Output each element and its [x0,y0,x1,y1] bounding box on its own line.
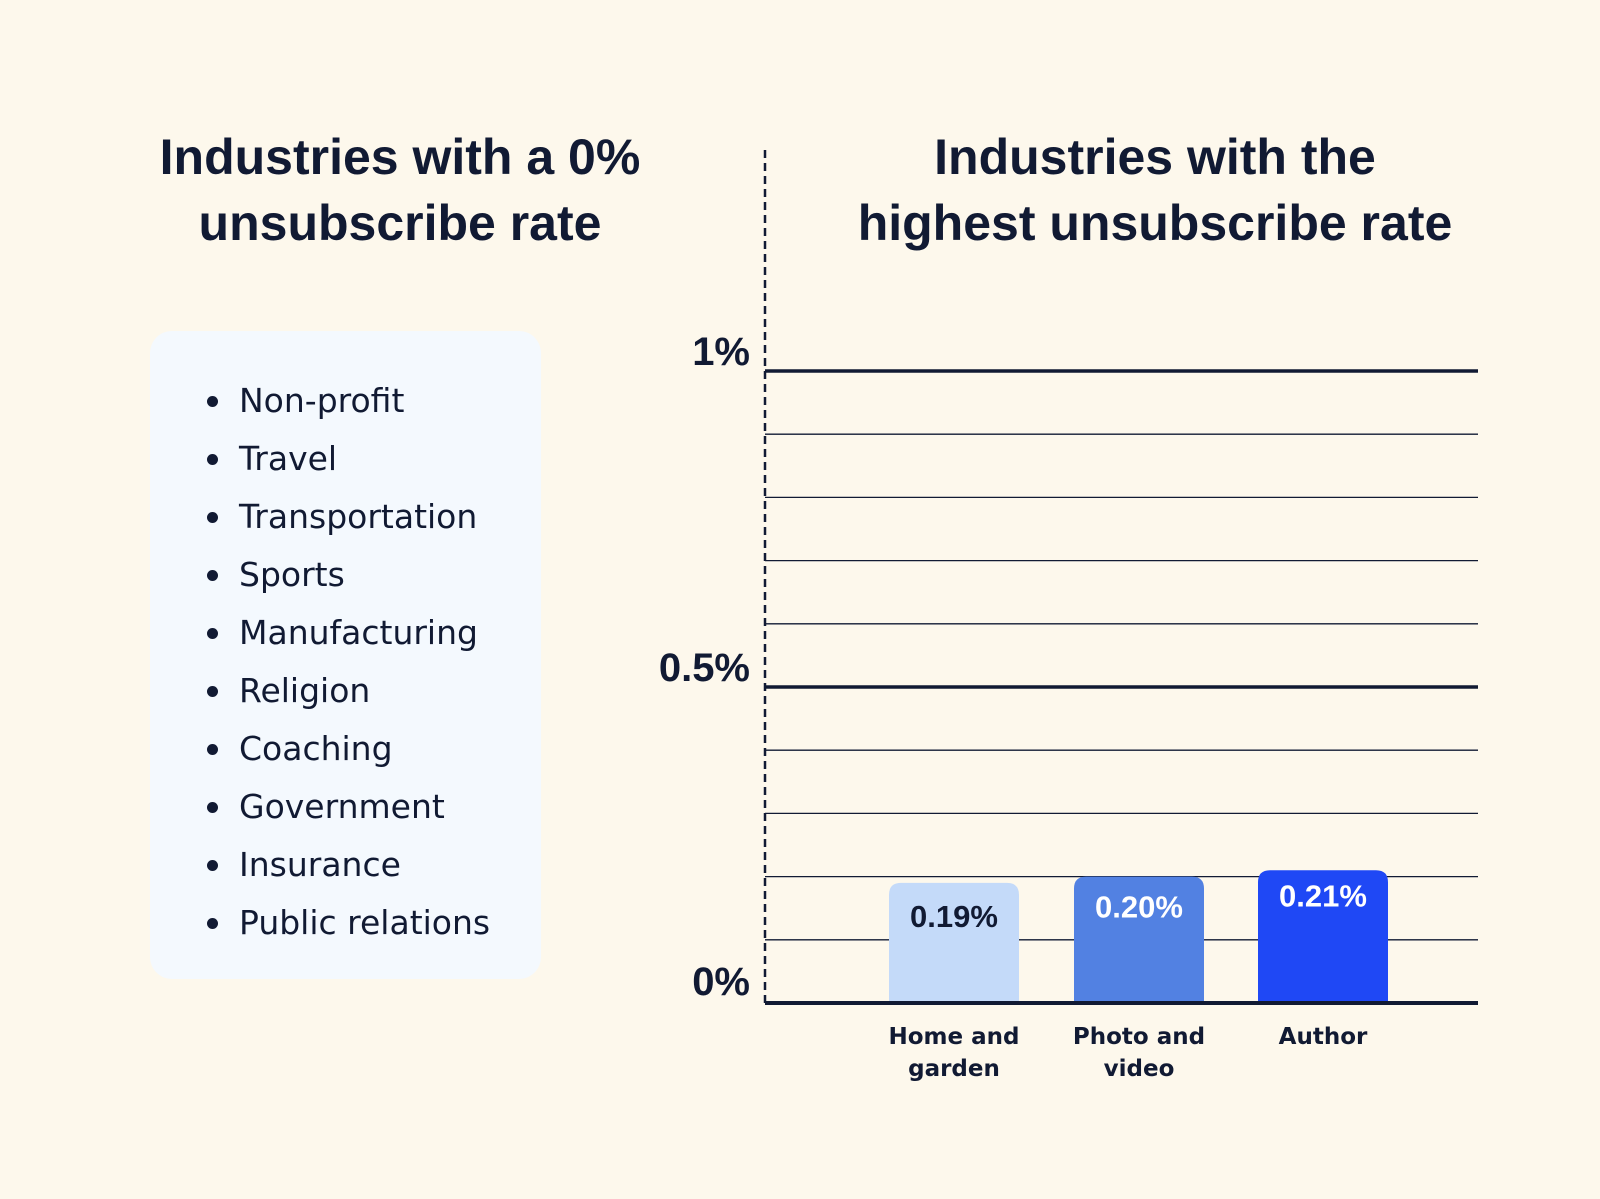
bar [1074,876,1204,1003]
bar [1258,870,1388,1003]
bullet-icon [207,918,218,929]
list-item-label: Manufacturing [239,613,478,652]
bar-data-label: 0.19% [910,899,998,934]
list-item-label: Travel [239,439,338,478]
y-tick-label: 0.5% [659,646,750,690]
list-item-label: Sports [239,555,345,594]
y-tick-label: 0% [692,960,750,1004]
list-item: Public relations [0,894,490,952]
list-item: Coaching [0,720,490,778]
bullet-icon [207,860,218,871]
chart-title-line: highest unsubscribe rate [857,195,1453,251]
list-item-label: Public relations [239,903,491,942]
x-tick-label: Author [1279,1024,1368,1050]
bullet-icon [207,744,218,755]
left-title-line: unsubscribe rate [198,195,602,251]
bullet-icon [207,454,218,465]
left-title: Industries with a 0% unsubscribe rate [90,124,710,256]
bullet-icon [207,396,218,407]
bullet-icon [207,628,218,639]
list-item-label: Transportation [239,497,478,536]
list-item-label: Non-profit [239,381,405,420]
chart-title-line: Industries with the [934,129,1376,185]
list-item: Non-profit [0,372,490,430]
list-item: Travel [0,430,490,488]
x-tick-label: video [1104,1056,1175,1082]
bullet-icon [207,512,218,523]
y-tick-label: 1% [692,330,750,374]
x-tick-label: Photo and [1073,1024,1205,1050]
list-item-label: Government [239,787,445,826]
list-item-label: Insurance [239,845,401,884]
bar [889,882,1019,1003]
bar-data-label: 0.21% [1279,878,1367,913]
x-tick-label: Home and [889,1024,1020,1050]
list-item: Transportation [0,488,490,546]
list-item: Insurance [0,836,490,894]
bullet-icon [207,686,218,697]
bullet-icon [207,570,218,581]
list-item: Sports [0,546,490,604]
list-item: Religion [0,662,490,720]
bullet-icon [207,802,218,813]
left-title-line: Industries with a 0% [159,129,641,185]
list-item: Government [0,778,490,836]
chart-title: Industries with the highest unsubscribe … [810,124,1500,256]
list-item: Manufacturing [0,604,490,662]
bar-data-label: 0.20% [1095,890,1183,925]
list-item-label: Religion [239,671,371,710]
zero-rate-industry-list: Non-profit Travel Transportation Sports Manu… [0,372,490,952]
zero-rate-list-box [150,331,541,979]
x-tick-label: garden [908,1056,1000,1082]
list-item-label: Coaching [239,729,393,768]
